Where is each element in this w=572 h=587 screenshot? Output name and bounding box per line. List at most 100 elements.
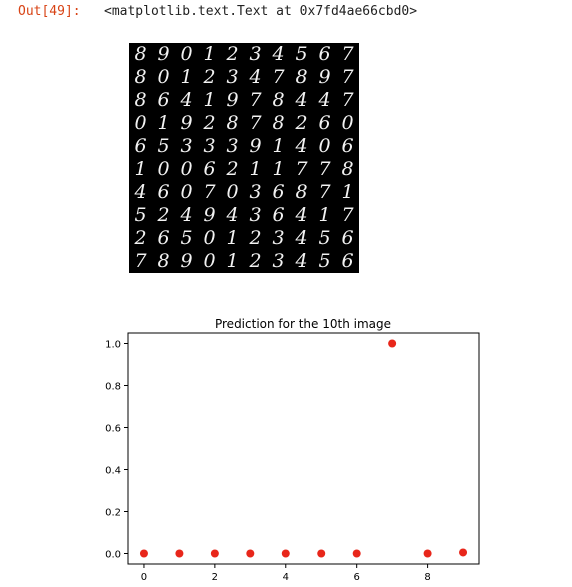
y-tick-label: 0.4: [105, 466, 121, 477]
digit-image: 2: [226, 43, 239, 65]
digit-image: 6: [157, 89, 170, 111]
data-point: [139, 549, 148, 558]
digit-image: 8: [272, 89, 285, 111]
digit-image: 3: [226, 66, 239, 88]
digit-image: 8: [295, 66, 308, 88]
digit-image: 4: [180, 204, 193, 226]
digit-image: 0: [203, 227, 216, 249]
data-point: [388, 339, 397, 348]
digit-image: 1: [203, 43, 216, 65]
digit-image: 6: [341, 250, 354, 272]
output-text: <matplotlib.text.Text at 0x7fd4ae66cbd0>: [104, 4, 418, 19]
y-tick-label: 0.0: [105, 550, 121, 561]
digit-image: 5: [295, 43, 308, 65]
digit-image: 6: [157, 181, 170, 203]
x-tick-label: 6: [353, 572, 359, 583]
digit-image: 1: [157, 112, 170, 134]
digit-image: 3: [180, 135, 193, 157]
digit-image: 2: [226, 158, 239, 180]
digit-image: 7: [341, 89, 354, 111]
digit-image: 5: [318, 227, 331, 249]
digit-image: 5: [134, 204, 147, 226]
digit-image: 3: [272, 227, 285, 249]
digit-image: 6: [134, 135, 147, 157]
digit-image: 8: [134, 89, 147, 111]
digit-image: 3: [249, 181, 262, 203]
digit-image: 3: [203, 135, 216, 157]
digit-image: 1: [226, 227, 239, 249]
digit-image: 6: [157, 227, 170, 249]
digit-image: 7: [341, 66, 354, 88]
digit-image: 6: [318, 112, 331, 134]
digit-image: 0: [180, 181, 193, 203]
digit-image: 7: [134, 250, 147, 272]
digit-image: 7: [318, 181, 331, 203]
digit-image: 7: [341, 43, 354, 65]
digit-image: 7: [203, 181, 216, 203]
digit-image: 0: [203, 250, 216, 272]
digit-image: 0: [157, 158, 170, 180]
digit-image: 7: [249, 112, 262, 134]
digit-image: 7: [272, 66, 285, 88]
digit-image: 4: [295, 250, 308, 272]
digit-image: 2: [134, 227, 147, 249]
digit-image: 1: [180, 66, 193, 88]
digit-image: 7: [295, 158, 308, 180]
digit-image: 8: [157, 250, 170, 272]
x-tick-label: 4: [283, 572, 289, 583]
digit-image: 4: [272, 43, 285, 65]
digit-image: 4: [295, 89, 308, 111]
digit-image: 3: [226, 135, 239, 157]
digit-image: 6: [318, 43, 331, 65]
digit-image: 6: [341, 135, 354, 157]
prediction-chart: Prediction for the 10th image 0.0 0.2 0.4 0…: [105, 317, 480, 583]
digit-image: 6: [272, 181, 285, 203]
digit-image: 6: [272, 204, 285, 226]
output-prompt: Out[49]:: [18, 4, 81, 19]
digit-image: 6: [341, 227, 354, 249]
data-point: [210, 549, 219, 558]
digit-image: 0: [226, 181, 239, 203]
x-tick-label: 0: [141, 572, 147, 583]
digit-image: 8: [134, 43, 147, 65]
digit-image: 0: [134, 112, 147, 134]
digit-image: 1: [341, 181, 354, 203]
digit-image: 1: [134, 158, 147, 180]
digit-image: 2: [203, 66, 216, 88]
digit-image: 3: [249, 43, 262, 65]
digit-image: 3: [249, 204, 262, 226]
digit-image: 4: [134, 181, 147, 203]
digit-image: 6: [203, 158, 216, 180]
digit-image: 9: [203, 204, 216, 226]
digit-image: 7: [249, 89, 262, 111]
digit-image: 2: [249, 250, 262, 272]
digit-image: 8: [295, 181, 308, 203]
x-tick-label: 8: [424, 572, 430, 583]
digit-image: 2: [249, 227, 262, 249]
data-point: [459, 548, 468, 557]
digit-image: 1: [203, 89, 216, 111]
digit-image: 1: [272, 135, 285, 157]
digit-image: 9: [157, 43, 170, 65]
digit-image: 5: [180, 227, 193, 249]
digit-image: 0: [341, 112, 354, 134]
digit-image: 0: [157, 66, 170, 88]
y-tick-label: 1.0: [105, 340, 121, 351]
y-tick-label: 0.6: [105, 424, 121, 435]
data-point: [281, 549, 290, 558]
data-point: [317, 549, 326, 558]
data-point: [175, 549, 184, 558]
digit-image: 2: [157, 204, 170, 226]
digit-image: 8: [134, 66, 147, 88]
digit-image: 0: [180, 43, 193, 65]
digit-image: 9: [180, 250, 193, 272]
digit-image: 4: [318, 89, 331, 111]
y-tick-label: 0.8: [105, 382, 121, 393]
digit-image: 4: [226, 204, 239, 226]
digit-image: 2: [203, 112, 216, 134]
digit-image: 4: [249, 66, 262, 88]
digit-image: 8: [341, 158, 354, 180]
digit-image: 7: [318, 158, 331, 180]
digit-image: 8: [226, 112, 239, 134]
